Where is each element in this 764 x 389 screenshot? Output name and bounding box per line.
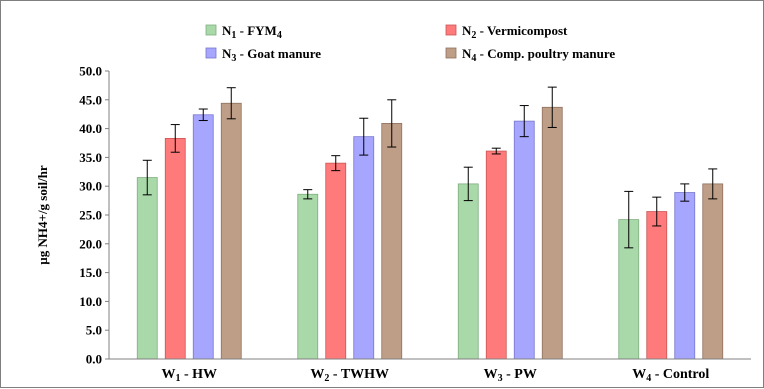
error-bar-n2-w3 <box>491 147 501 155</box>
x-axis-labels: W1 - HW W2 - TWHW W3 - PW W4 - Control <box>161 367 709 384</box>
y-axis-label: µg NH4+/g soil/hr <box>35 165 50 265</box>
y-tick-label: 45.0 <box>79 92 102 107</box>
error-bar-n4-w4 <box>708 168 718 200</box>
error-bar-n4-w1 <box>226 87 236 120</box>
bar-n4-w4 <box>702 183 724 360</box>
error-bar-n2-w2 <box>331 155 341 172</box>
y-tick-label: 10.0 <box>79 294 102 309</box>
bar-n4-w2 <box>381 123 403 360</box>
legend-item-n3: N3 - Goat manure <box>205 46 321 64</box>
error-bar-n1-w4 <box>624 190 634 249</box>
legend-swatch <box>445 47 457 59</box>
y-tick-label: 5.0 <box>86 323 102 338</box>
bar-n2-w1 <box>164 137 186 360</box>
bar-n3-w3 <box>513 120 535 360</box>
bar-n2-w2 <box>325 162 347 360</box>
bar-n2-w3 <box>485 150 507 360</box>
legend-swatch <box>205 47 217 59</box>
error-bar-n1-w1 <box>142 159 152 196</box>
y-tick-label: 30.0 <box>79 179 102 194</box>
legend-swatch <box>205 24 217 36</box>
x-tick-label: W4 - Control <box>632 367 709 384</box>
y-axis-title: µg NH4+/g soil/hr <box>35 165 50 265</box>
error-bar-n4-w3 <box>547 86 557 128</box>
bar-n2-w4 <box>646 211 668 360</box>
bar-n3-w2 <box>353 136 375 360</box>
legend-item-n4: N4 - Comp. poultry manure <box>445 46 615 64</box>
error-bar-n2-w4 <box>652 196 662 227</box>
legend: N1 - FYM4 N2 - Vermicompost N3 - Goat manu… <box>205 23 615 64</box>
axes <box>108 71 751 360</box>
bar-n1-w1 <box>136 177 158 360</box>
y-tick-label: 50.0 <box>79 64 102 79</box>
error-bar-n1-w3 <box>463 166 473 202</box>
error-bar-n2-w1 <box>170 124 180 153</box>
legend-label: N4 - Comp. poultry manure <box>462 46 615 64</box>
error-bar-n3-w1 <box>198 108 208 122</box>
legend-swatch <box>445 24 457 36</box>
error-bar-n3-w3 <box>519 105 529 138</box>
legend-item-n1: N1 - FYM4 <box>205 23 282 41</box>
legend-label: N2 - Vermicompost <box>462 23 568 41</box>
y-tick-label: 25.0 <box>79 208 102 223</box>
y-tick-label: 35.0 <box>79 150 102 165</box>
error-bar-n4-w2 <box>387 99 397 148</box>
legend-label: N3 - Goat manure <box>222 46 321 64</box>
bar-n1-w2 <box>297 193 319 360</box>
y-tick-label: 0.0 <box>86 352 102 367</box>
bar-n4-w3 <box>541 106 563 360</box>
x-tick-label: W1 - HW <box>161 367 217 384</box>
y-tick-label: 15.0 <box>79 265 102 280</box>
y-axis-ticks: 0.0 5.0 10.0 15.0 20.0 25.0 30.0 35.0 40.0 45.0 50… <box>79 64 109 367</box>
x-tick-label: W3 - PW <box>484 367 537 384</box>
bar-n1-w3 <box>457 183 479 360</box>
bars <box>136 102 724 360</box>
y-tick-label: 40.0 <box>79 121 102 136</box>
error-bars <box>142 86 718 249</box>
error-bar-n1-w2 <box>303 189 313 200</box>
error-bar-n3-w2 <box>359 117 369 156</box>
bar-n3-w1 <box>192 114 214 360</box>
legend-label: N1 - FYM4 <box>222 23 282 41</box>
x-tick-label: W2 - TWHW <box>310 367 389 384</box>
bar-n3-w4 <box>674 192 696 360</box>
y-tick-label: 20.0 <box>79 236 102 251</box>
legend-item-n2: N2 - Vermicompost <box>445 23 568 41</box>
error-bar-n3-w4 <box>680 183 690 202</box>
bar-n4-w1 <box>220 102 242 360</box>
